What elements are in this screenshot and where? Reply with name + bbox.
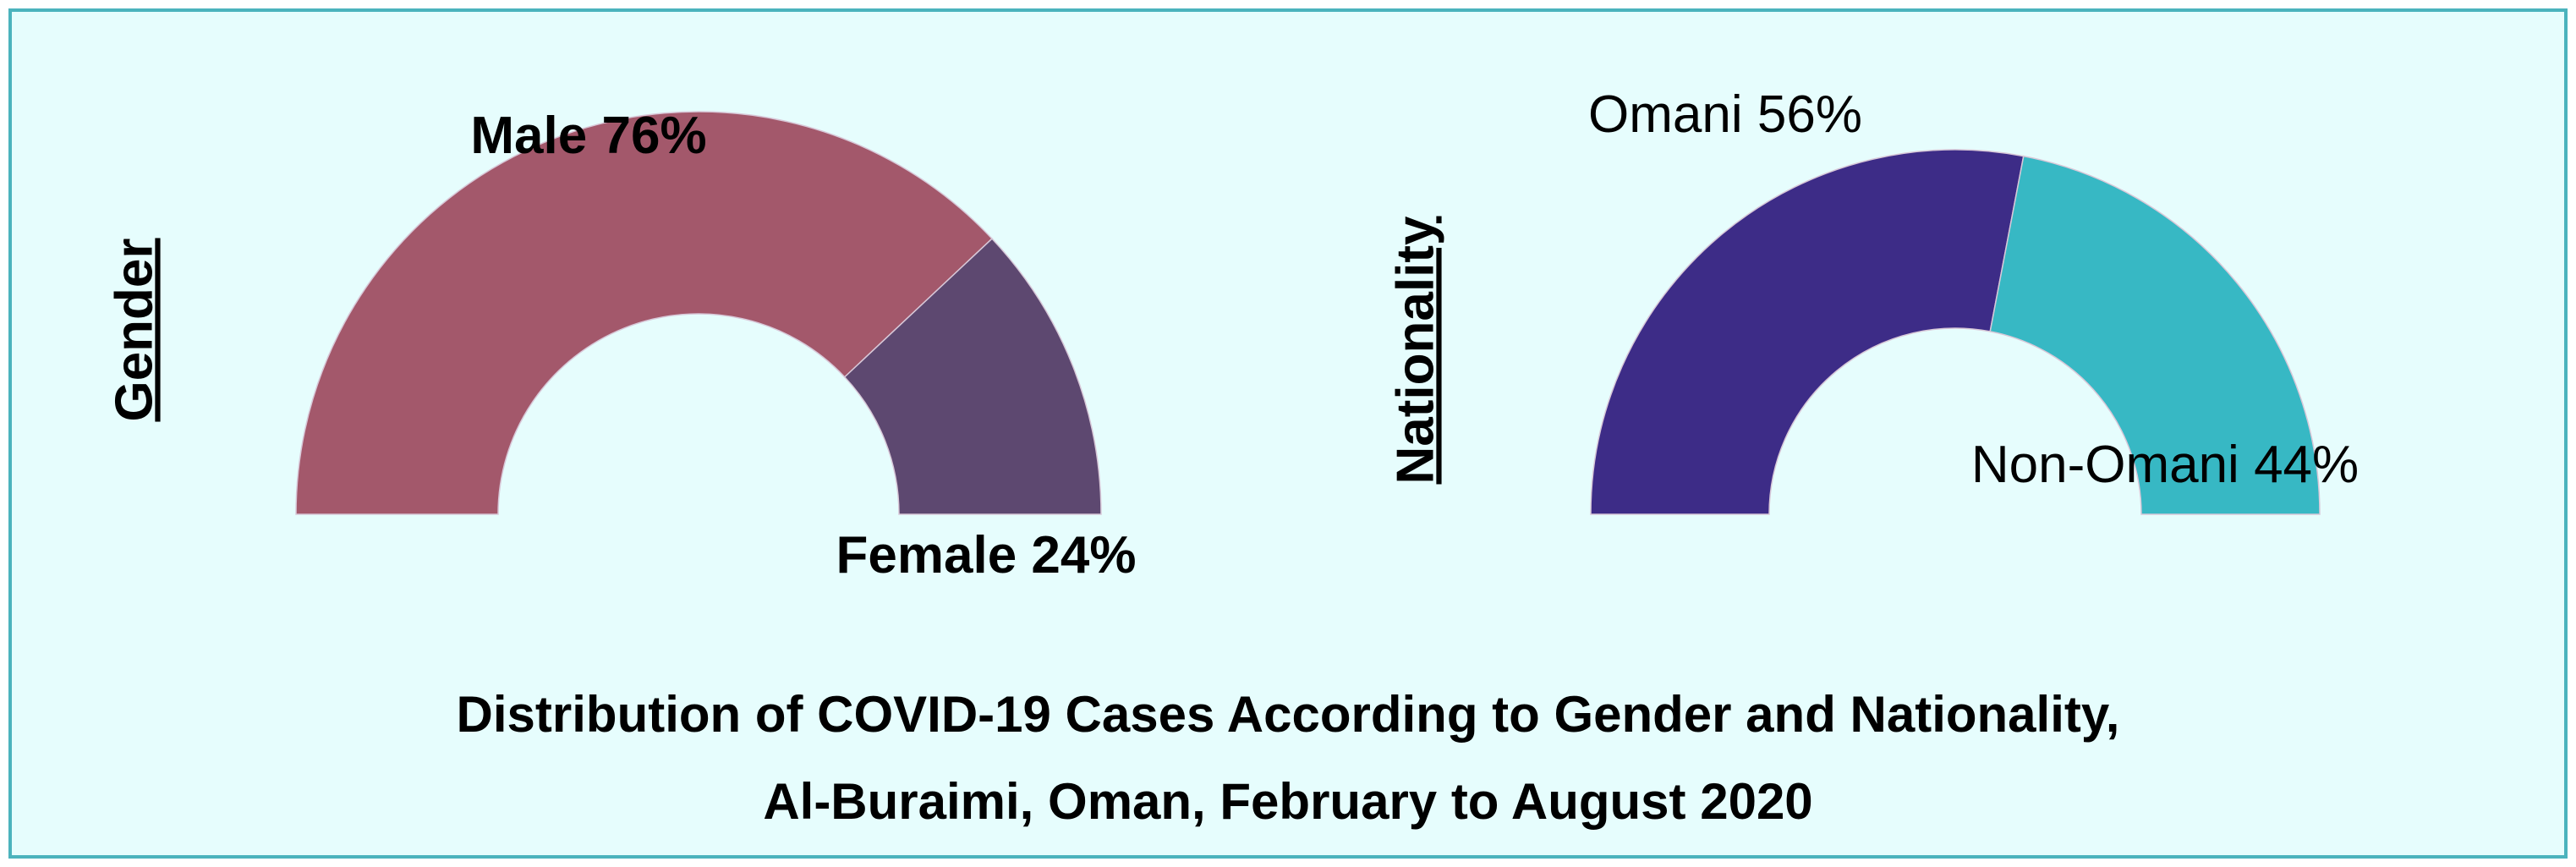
title: Distribution of COVID-19 Cases According… bbox=[457, 686, 2120, 830]
category-name: Female bbox=[836, 526, 1017, 584]
segment bbox=[1989, 155, 2321, 515]
title-line: Al-Buraimi, Oman, February to August 202… bbox=[763, 773, 1812, 830]
segment-label: Male 76% bbox=[470, 107, 706, 165]
chart-label: Gender bbox=[105, 238, 163, 421]
value-label: 56% bbox=[1757, 85, 1862, 144]
value-label: 24% bbox=[1031, 526, 1136, 584]
category-name: Omani bbox=[1588, 85, 1743, 144]
category-name: Male bbox=[470, 107, 587, 165]
segment-label: Female 24% bbox=[836, 526, 1137, 584]
spacer bbox=[587, 107, 601, 165]
value-label: 76% bbox=[601, 107, 706, 165]
segment-label: Non-Omani 44% bbox=[1971, 436, 2359, 494]
segment bbox=[843, 238, 1102, 515]
spacer bbox=[2239, 436, 2254, 494]
chart-label: Nationality bbox=[1386, 216, 1444, 484]
segment bbox=[1590, 149, 2025, 515]
spacer bbox=[1743, 85, 1757, 144]
category-name: Non-Omani bbox=[1971, 436, 2239, 494]
segment-label: Omani 56% bbox=[1588, 85, 1862, 144]
segment bbox=[295, 111, 994, 515]
title-line: Distribution of COVID-19 Cases According… bbox=[457, 686, 2120, 743]
spacer bbox=[1017, 526, 1031, 584]
value-label: 44% bbox=[2254, 436, 2359, 494]
